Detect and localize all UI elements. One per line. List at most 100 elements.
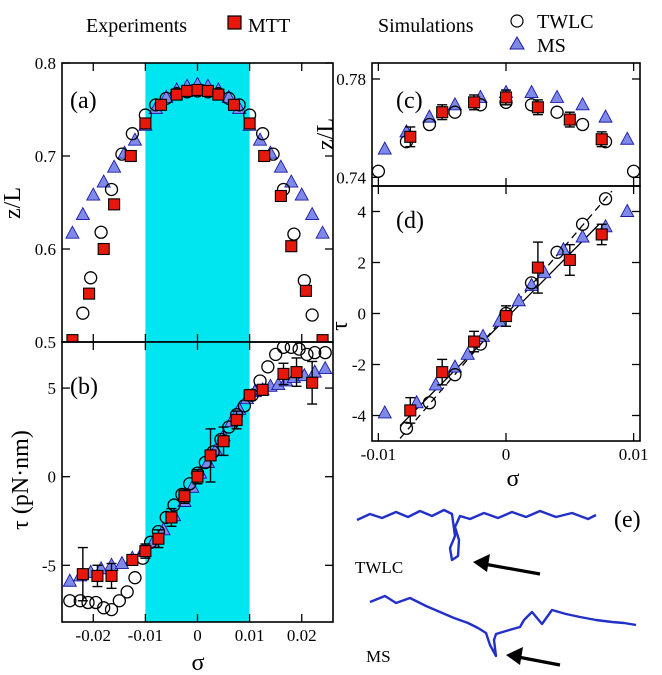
twlc-point-a bbox=[76, 306, 90, 320]
mtt-point-b bbox=[165, 511, 178, 524]
y-tick-label-d: 0 bbox=[358, 305, 367, 324]
mtt-point-c bbox=[595, 133, 608, 146]
ms-point-d bbox=[575, 229, 590, 243]
mtt-point-b bbox=[191, 470, 204, 483]
y-tick-label-a: 0.6 bbox=[35, 240, 56, 259]
mtt-point-b bbox=[126, 553, 139, 567]
twlc-point-b bbox=[300, 347, 314, 362]
y-tick-label-d: -4 bbox=[352, 407, 367, 426]
y-axis-label-a: z/L bbox=[0, 187, 26, 219]
twlc-point-b bbox=[308, 345, 322, 360]
twlc-point-b bbox=[63, 594, 77, 608]
data-a bbox=[65, 76, 330, 342]
legend-mtt-label: MTT bbox=[248, 15, 290, 37]
panel-b: -5 0 5 -0.02 -0.01 0 0.01 0.02 τ (pN·nm) σ (b) bbox=[8, 341, 334, 675]
twlc-point-b bbox=[112, 594, 126, 608]
mtt-point-b bbox=[178, 490, 191, 503]
x-tick-label-b: 0.02 bbox=[287, 626, 317, 645]
ms-point-c bbox=[575, 96, 590, 111]
x-tick-label-d: 0 bbox=[502, 445, 511, 464]
ms-point-b bbox=[307, 364, 323, 378]
mtt-point-c bbox=[531, 101, 544, 114]
mtt-point-a bbox=[258, 149, 271, 163]
y-axis-label-d: τ bbox=[327, 321, 353, 331]
twlc-point-b bbox=[318, 345, 332, 360]
y-tick-label-b: 0 bbox=[48, 468, 57, 487]
ms-point-a bbox=[86, 187, 101, 201]
twlc-point-b bbox=[284, 342, 298, 354]
data-d bbox=[377, 190, 635, 439]
x-axis-label-b: σ bbox=[192, 650, 205, 675]
mtt-point-c bbox=[499, 91, 513, 104]
y-tick-label-c: 0.74 bbox=[336, 168, 366, 187]
x-tick-label-d: 0.01 bbox=[619, 445, 649, 464]
panel-label-d: (d) bbox=[396, 208, 424, 234]
ms-point-b bbox=[317, 360, 333, 375]
twlc-point-a bbox=[287, 227, 301, 241]
twlc-point-a bbox=[255, 127, 270, 141]
panel-a: 0.5 0.6 0.7 0.8 z/L (a) bbox=[0, 54, 334, 352]
ms-snapshot-label: MS bbox=[366, 647, 391, 666]
panel-label-c: (c) bbox=[396, 88, 423, 114]
mtt-point-c bbox=[436, 106, 449, 119]
mtt-point-a bbox=[170, 88, 183, 101]
legend-twlc-label: TWLC bbox=[537, 11, 594, 33]
twlc-point-b bbox=[120, 585, 134, 599]
ms-point-a bbox=[96, 174, 111, 188]
data-c bbox=[372, 84, 640, 178]
mtt-point-a bbox=[191, 83, 204, 97]
twlc-point-b bbox=[276, 342, 291, 354]
ms-point-a bbox=[106, 159, 122, 173]
ms-arrow-icon bbox=[506, 647, 561, 667]
mtt-point-c bbox=[563, 113, 576, 126]
y-tick-label-a: 0.8 bbox=[35, 54, 56, 73]
mtt-point-b bbox=[256, 383, 269, 396]
mtt-point-a bbox=[181, 84, 194, 97]
ms-point-b bbox=[114, 555, 130, 569]
mtt-point-b bbox=[277, 367, 290, 380]
mtt-point-d bbox=[563, 253, 576, 266]
legend-simulations: Simulations TWLC MS bbox=[378, 11, 594, 57]
mtt-point-a bbox=[97, 242, 110, 256]
twlc-point-a bbox=[305, 308, 319, 322]
legend-experiments-label: Experiments bbox=[86, 15, 187, 37]
ms-point-d bbox=[460, 346, 475, 360]
twlc-point-a bbox=[104, 182, 119, 197]
y-tick-label-b: 5 bbox=[48, 379, 57, 398]
twlc-point-d bbox=[550, 245, 564, 259]
ms-point-d bbox=[619, 203, 635, 217]
mtt-point-d bbox=[595, 228, 608, 241]
panel-label-a: (a) bbox=[70, 88, 97, 114]
ms-point-c bbox=[524, 84, 539, 98]
mtt-point-d bbox=[436, 366, 449, 379]
twlc-point-b bbox=[167, 498, 181, 512]
ms-point-d bbox=[511, 292, 527, 307]
mtt-point-d bbox=[499, 309, 513, 323]
panel-c: 0.74 0.78 z/L (c) bbox=[313, 62, 641, 187]
mtt-point-c bbox=[404, 130, 417, 143]
twlc-point-d bbox=[598, 192, 613, 206]
mtt-point-a bbox=[212, 88, 225, 101]
y-axis-label-b: τ (pN·nm) bbox=[8, 430, 34, 530]
ms-point-a bbox=[315, 225, 330, 239]
mtt-point-c bbox=[468, 96, 481, 109]
y-axis-label-c: z/L bbox=[313, 118, 339, 150]
legend-simulations-label: Simulations bbox=[378, 15, 474, 37]
twlc-point-d bbox=[448, 368, 462, 382]
mtt-point-d bbox=[531, 261, 544, 274]
ms-point-d bbox=[377, 405, 393, 419]
mtt-point-b bbox=[243, 389, 256, 402]
ms-point-a bbox=[304, 206, 320, 221]
x-tick-label-b: -0.01 bbox=[128, 626, 163, 645]
twlc-point-a bbox=[125, 127, 140, 141]
x-tick-label-b: 0.01 bbox=[235, 626, 265, 645]
mtt-point-b bbox=[152, 532, 165, 545]
mtt-point-a bbox=[316, 334, 329, 342]
mtt-point-a bbox=[108, 198, 121, 211]
y-tick-label-a: 0.5 bbox=[35, 333, 56, 352]
mtt-point-d bbox=[468, 335, 481, 348]
mtt-point-d bbox=[404, 404, 417, 417]
ms-point-a bbox=[75, 206, 91, 221]
mtt-point-b bbox=[290, 366, 303, 379]
